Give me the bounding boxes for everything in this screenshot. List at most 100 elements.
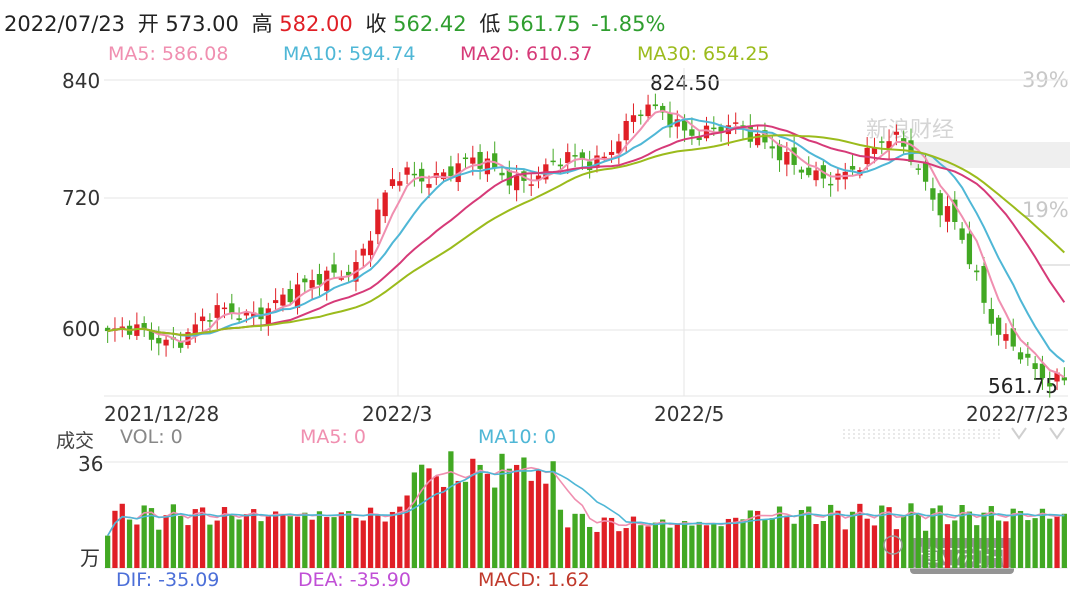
candle-body — [367, 240, 374, 256]
candle-body — [623, 120, 629, 141]
volume-bar — [674, 524, 680, 568]
dots-pattern — [888, 433, 890, 435]
dots-pattern — [873, 433, 875, 435]
dots-pattern — [843, 429, 845, 431]
candle-body — [769, 146, 775, 149]
candle-body — [389, 179, 396, 187]
volume-bar — [871, 525, 878, 568]
volume-bar — [835, 510, 841, 568]
volume-bar — [141, 505, 147, 568]
candle-body — [199, 316, 206, 322]
volume-bar — [616, 531, 622, 568]
candle-body — [221, 307, 228, 310]
ma20-legend: MA20: 610.37 — [460, 43, 593, 65]
volume-bar — [966, 511, 973, 568]
dots-pattern — [908, 437, 910, 439]
dots-pattern — [993, 437, 995, 439]
dots-pattern — [963, 429, 965, 431]
candle-body — [667, 112, 673, 128]
dots-pattern — [963, 437, 965, 439]
chevron-down-icon — [1049, 427, 1065, 440]
candle-body — [499, 172, 505, 176]
candle-body — [974, 270, 980, 273]
candle-body — [871, 147, 878, 154]
volume-bar — [134, 524, 140, 568]
dots-pattern — [873, 437, 875, 439]
candle-body — [477, 151, 483, 169]
volume-bar — [762, 519, 768, 568]
volume-bar — [455, 480, 461, 568]
volume-bar — [959, 505, 965, 568]
candle-body — [952, 199, 958, 222]
high-value: 582.00 — [279, 12, 353, 36]
dots-pattern — [983, 437, 985, 439]
candle-body — [346, 271, 352, 276]
date-tick-2: 2022/3 — [362, 402, 433, 426]
volume-bar — [1003, 521, 1009, 568]
quote-date: 2022/07/23 — [4, 12, 126, 36]
candle-body — [141, 323, 147, 330]
dots-pattern — [858, 429, 860, 431]
candle-body — [696, 137, 702, 141]
macd-dea: DEA: -35.90 — [298, 569, 411, 591]
candle-body — [893, 131, 900, 135]
volume-bar — [828, 504, 834, 568]
volume-bar — [353, 517, 359, 568]
volume-bar — [740, 519, 746, 568]
date-tick-3: 2022/5 — [654, 402, 725, 426]
volume-bar — [864, 518, 870, 568]
dots-pattern — [928, 429, 930, 431]
dots-pattern — [913, 433, 915, 435]
candle-body — [426, 184, 432, 188]
candle-body — [638, 114, 644, 117]
candle-body — [302, 278, 308, 283]
volume-bar — [251, 509, 257, 568]
dots-pattern — [888, 437, 890, 439]
open-value: 573.00 — [165, 12, 239, 36]
dots-pattern — [948, 437, 950, 439]
dots-pattern — [998, 437, 1000, 439]
candle-body — [419, 168, 425, 182]
volume-bar — [404, 495, 410, 568]
volume-bar — [806, 506, 812, 568]
volume-bar — [477, 464, 483, 568]
volume-bar — [937, 505, 943, 568]
candle-body — [733, 122, 739, 124]
dots-pattern — [858, 437, 860, 439]
volume-bar — [901, 515, 907, 568]
volume-bar — [309, 519, 315, 568]
candle-body — [287, 288, 293, 303]
vol-value: VOL: 0 — [120, 426, 183, 448]
dots-pattern — [953, 433, 955, 435]
candle-body — [243, 311, 250, 316]
candle-body — [915, 168, 921, 170]
dots-pattern — [863, 429, 865, 431]
dots-pattern — [893, 429, 895, 431]
candle-body — [711, 127, 717, 130]
candlesticks — [105, 93, 1067, 398]
dots-pattern — [923, 433, 925, 435]
volume-bar — [324, 517, 330, 568]
volume-bar — [995, 520, 1002, 568]
candle-body — [550, 160, 556, 163]
dots-pattern — [943, 437, 945, 439]
volume-title: 成交 — [56, 430, 95, 452]
dots-pattern — [898, 429, 900, 431]
ma10-legend: MA10: 594.74 — [283, 43, 416, 65]
close-label: 收 — [365, 12, 387, 36]
candle-body — [652, 104, 659, 107]
volume-bar — [513, 464, 520, 568]
dots-pattern — [973, 429, 975, 431]
volume-bar — [594, 531, 600, 568]
volume-bar — [922, 530, 929, 568]
volume-bar — [1061, 513, 1067, 568]
volume-bar — [667, 527, 673, 568]
dots-pattern — [913, 437, 915, 439]
candle-body — [214, 305, 220, 318]
dots-pattern — [893, 433, 895, 435]
candle-body — [134, 324, 140, 336]
volume-bar — [784, 515, 790, 568]
candle-body — [404, 167, 410, 175]
candle-body — [1025, 353, 1031, 358]
